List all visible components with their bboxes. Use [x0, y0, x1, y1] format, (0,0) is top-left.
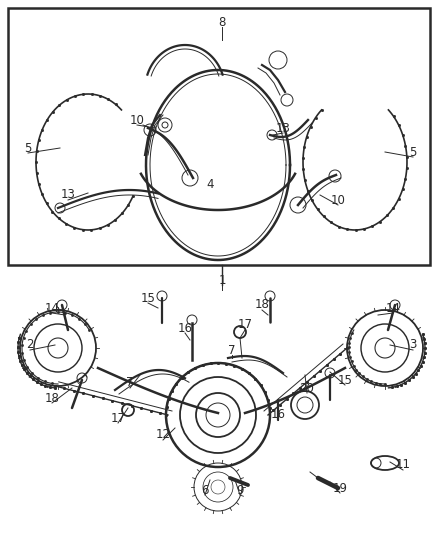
Text: 5: 5: [25, 141, 32, 155]
Text: 1: 1: [218, 273, 226, 287]
Text: 10: 10: [130, 114, 145, 126]
Text: 18: 18: [45, 392, 60, 405]
Text: 8: 8: [218, 15, 226, 28]
Text: 16: 16: [177, 321, 192, 335]
Text: 18: 18: [254, 298, 269, 311]
Text: 17: 17: [110, 411, 126, 424]
Text: 7: 7: [228, 343, 236, 357]
Text: 3: 3: [410, 338, 417, 351]
Text: 10: 10: [331, 193, 346, 206]
Bar: [8, 8, 430, 265]
Text: 16: 16: [271, 408, 286, 422]
Text: 2: 2: [26, 338, 34, 351]
Text: 13: 13: [276, 122, 290, 134]
Text: 4: 4: [206, 179, 214, 191]
Text: 13: 13: [60, 189, 75, 201]
Text: 14: 14: [45, 302, 60, 314]
Text: 20: 20: [300, 382, 314, 394]
Text: 9: 9: [236, 483, 244, 497]
Text: 7: 7: [126, 376, 134, 390]
Text: 14: 14: [385, 302, 400, 314]
Text: 15: 15: [141, 292, 155, 304]
Text: 15: 15: [338, 374, 353, 386]
Text: 17: 17: [237, 319, 252, 332]
Text: 19: 19: [332, 481, 347, 495]
Text: 6: 6: [201, 483, 209, 497]
Text: 12: 12: [155, 429, 170, 441]
Text: 11: 11: [396, 458, 410, 472]
Text: 5: 5: [410, 146, 417, 158]
